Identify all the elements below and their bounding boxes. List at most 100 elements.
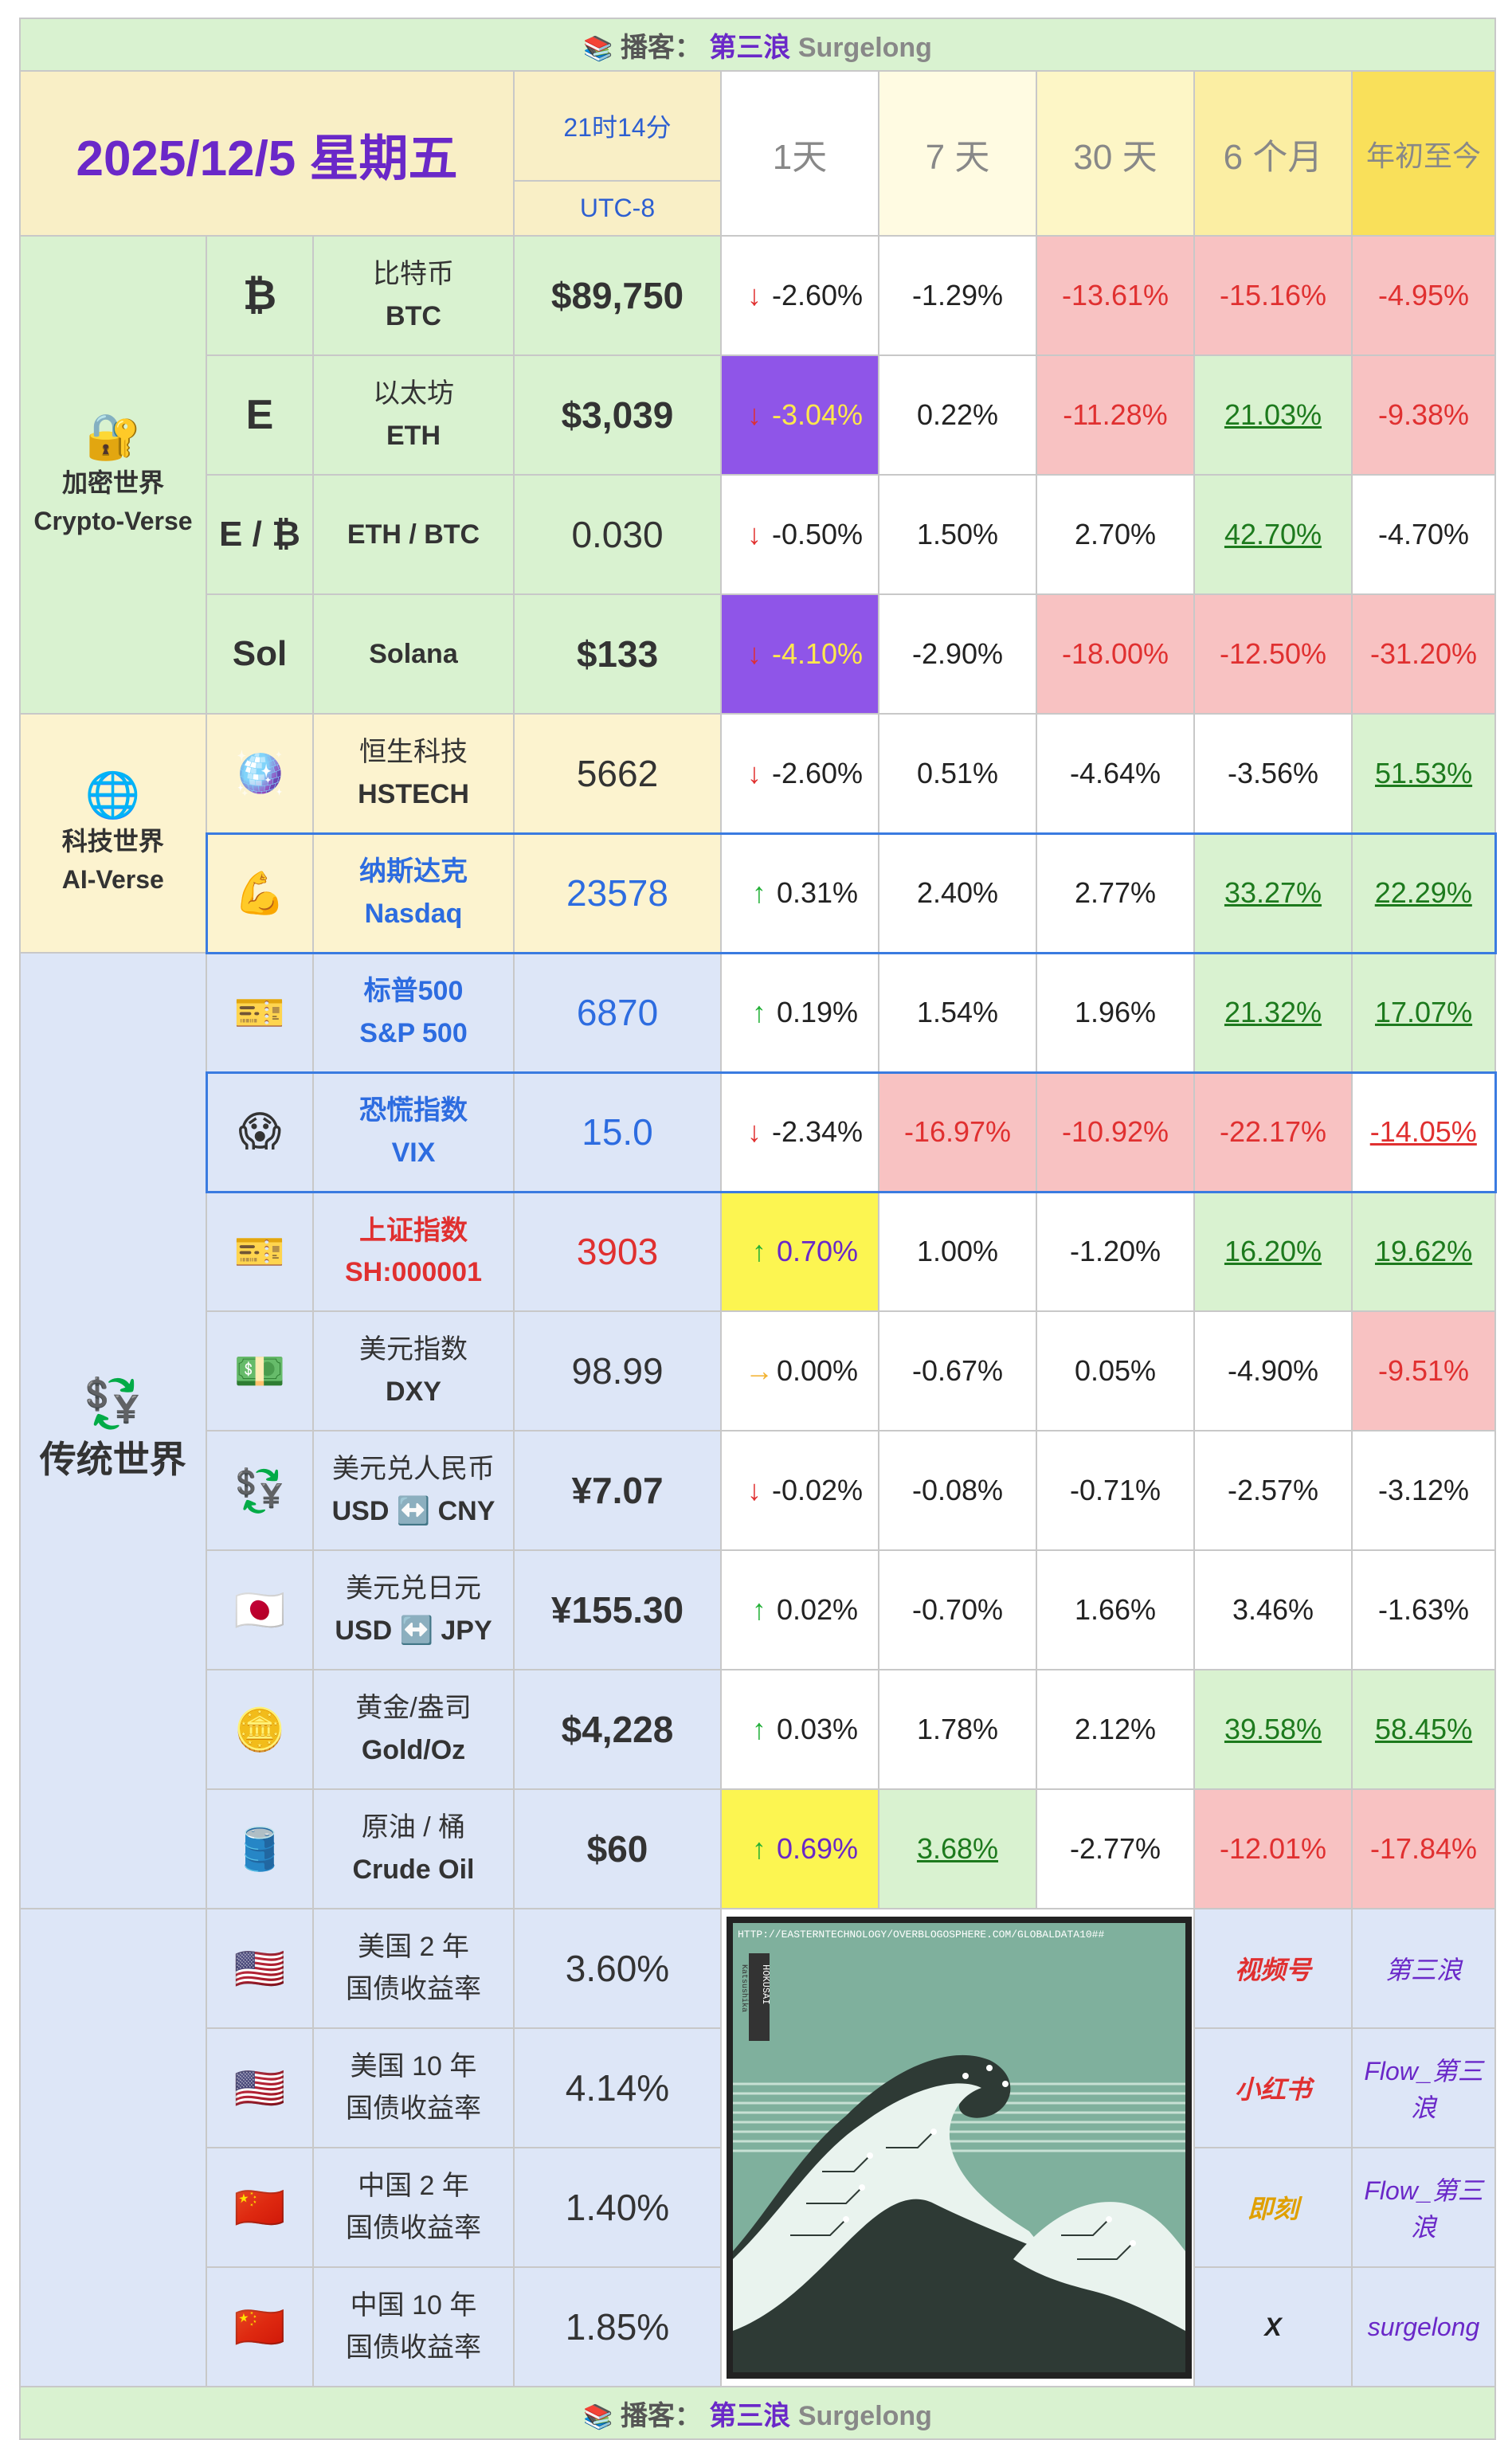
change-7d: 1.54%	[878, 952, 1037, 1073]
social-handle[interactable]: 第三浪	[1350, 1908, 1497, 2029]
row-dxy: 💵 美元指数 DXY 98.99 → 0.00% -0.67% 0.05% -4.9…	[20, 1310, 1497, 1431]
arrow-up-icon: ↑	[751, 1713, 766, 1745]
period-ytd: 年初至今	[1350, 70, 1497, 237]
asset-price: 23578	[513, 832, 722, 954]
image-stripes	[733, 2082, 1185, 2152]
change-30d: 2.77%	[1036, 832, 1195, 954]
bond-name: 美国 10 年国债收益率	[312, 2027, 515, 2148]
change-30d: -4.64%	[1036, 713, 1195, 834]
group-traditional: 💱 传统世界	[19, 952, 207, 1909]
arrow-down-icon: ↓	[746, 518, 762, 550]
change-7d: -16.97%	[878, 1071, 1037, 1193]
asset-price: 3903	[513, 1191, 722, 1312]
row-hstech: 🌐 科技世界 AI-Verse 🪩 恒生科技 HSTECH 5662 ↓ -2.60…	[19, 713, 1497, 954]
image-cartouche	[749, 1953, 770, 2041]
change-7d: 1.00%	[878, 1191, 1037, 1312]
change-7d: 1.78%	[878, 1669, 1037, 1790]
bond-name: 中国 10 年国债收益率	[312, 2266, 515, 2387]
social-handle[interactable]: Flow_第三浪	[1350, 2147, 1497, 2268]
flexed-biceps-icon: 💪	[205, 832, 314, 954]
asset-price: 6870	[513, 952, 722, 1073]
asset-price: ¥7.07	[513, 1430, 722, 1551]
arrow-up-icon: ↑	[751, 1832, 766, 1865]
header-row: 2025/12/5 星期五 21时14分 1天 7 天 30 天 6 个月 年初…	[19, 70, 1497, 237]
arrow-down-icon: ↓	[746, 398, 762, 431]
row-cn-10y: 🇨🇳 中国 10 年国债收益率 1.85% X surgelong	[20, 2266, 1497, 2387]
group-tech: 🌐 科技世界 AI-Verse	[19, 713, 207, 954]
change-6m: -22.17%	[1193, 1071, 1353, 1193]
change-ytd: -4.70%	[1350, 474, 1497, 595]
asset-price: 0.030	[513, 474, 722, 595]
asset-price: ¥155.30	[513, 1549, 722, 1670]
change-ytd: 51.53%	[1350, 713, 1497, 834]
group-traditional-continued	[19, 1909, 207, 2387]
group-crypto-latin: Crypto-Verse	[33, 506, 193, 535]
change-7d: -1.29%	[878, 235, 1037, 356]
great-wave-illustration: HTTP://EASTERNTECHNOLOGY/OVERBLOGOSPHERE…	[727, 1917, 1192, 2379]
change-7d: 1.50%	[878, 474, 1037, 595]
change-1d: ↑ 0.03%	[720, 1669, 879, 1790]
time-label: 21时14分	[513, 70, 722, 182]
change-6m: -15.16%	[1193, 235, 1353, 356]
books-icon: 📚	[583, 2403, 613, 2430]
us-flag-icon: 🇺🇸	[206, 1908, 314, 2029]
solana-icon: Sol	[206, 593, 314, 715]
asset-name: 比特币 BTC	[312, 235, 515, 356]
change-30d: -0.71%	[1036, 1430, 1195, 1551]
bond-name: 中国 2 年国债收益率	[312, 2147, 515, 2268]
great-wave-image: HTTP://EASTERNTECHNOLOGY/OVERBLOGOSPHERE…	[720, 1908, 1195, 2387]
currency-exchange-icon: 💱	[83, 1376, 143, 1430]
change-6m: -12.50%	[1193, 593, 1353, 715]
change-1d: ↑ 0.69%	[720, 1788, 879, 1909]
social-handle[interactable]: surgelong	[1350, 2266, 1497, 2387]
bitcoin-icon: ₿	[206, 235, 314, 356]
change-ytd: 22.29%	[1350, 832, 1497, 954]
ethereum-icon: Ε	[206, 354, 314, 476]
row-nasdaq: 💪 纳斯达克 Nasdaq 23578 ↑ 0.31% 2.40% 2.77% 33…	[20, 832, 1497, 954]
image-wave-light	[733, 2083, 1045, 2331]
japan-flag-icon: 🇯🇵	[206, 1549, 314, 1670]
asset-price: $133	[513, 593, 722, 715]
change-6m: 21.03%	[1193, 354, 1353, 476]
period-6m: 6 个月	[1193, 70, 1353, 237]
group-crypto-label: 加密世界	[61, 468, 164, 497]
change-1d: ↓ -3.04%	[720, 354, 879, 476]
group-traditional-label: 传统世界	[39, 1438, 186, 1480]
podcast-latin: Surgelong	[797, 2400, 932, 2431]
asset-price: $4,228	[513, 1669, 722, 1790]
change-ytd: 58.45%	[1350, 1669, 1497, 1790]
asset-name: 黄金/盎司 Gold/Oz	[312, 1669, 515, 1790]
change-6m: 16.20%	[1193, 1191, 1353, 1312]
asset-name: 恒生科技 HSTECH	[312, 713, 515, 834]
row-eth: Ε 以太坊 ETH $3,039 ↓ -3.04% 0.22% -11.28% 21…	[20, 354, 1497, 476]
change-30d: 2.70%	[1036, 474, 1195, 595]
lock-icon: 🔐	[85, 411, 141, 462]
asset-price: 5662	[513, 713, 722, 834]
arrow-down-icon: ↓	[746, 279, 762, 311]
asset-name: 标普500 S&P 500	[312, 952, 515, 1073]
change-ytd: 17.07%	[1350, 952, 1497, 1073]
change-30d: -13.61%	[1036, 235, 1195, 356]
change-6m: -3.56%	[1193, 713, 1353, 834]
podcast-latin: Surgelong	[797, 32, 932, 63]
asset-name: 上证指数 SH:000001	[312, 1191, 515, 1312]
change-1d: ↓ -2.34%	[720, 1071, 879, 1193]
change-7d: 0.51%	[878, 713, 1037, 834]
row-usd-cny: 💱 美元兑人民币 USD ↔️ CNY ¥7.07 ↓ -0.02% -0.08% …	[20, 1430, 1497, 1551]
asset-name: 原油 / 桶 Crude Oil	[312, 1788, 515, 1909]
market-table: 📚 播客： 第三浪 Surgelong 2025/12/5 星期五 21时14分…	[18, 18, 1497, 2440]
bond-name: 美国 2 年国债收益率	[312, 1908, 515, 2029]
change-ytd: -1.63%	[1350, 1549, 1497, 1670]
arrow-up-icon: ↑	[751, 1593, 766, 1626]
arrow-down-icon: ↓	[746, 1115, 762, 1148]
asset-name: Solana	[312, 593, 515, 715]
image-circuit-dots	[843, 2065, 1136, 2246]
bond-yield: 4.14%	[513, 2027, 722, 2148]
change-30d: 2.12%	[1036, 1669, 1195, 1790]
row-us-2y: 🇺🇸 美国 2 年国债收益率 3.60% HTTP://EASTERNTECHN…	[19, 1908, 1497, 2387]
row-crude-oil: 🛢️ 原油 / 桶 Crude Oil $60 ↑ 0.69% 3.68% -2.7…	[20, 1788, 1497, 1909]
row-btc: 🔐 加密世界 Crypto-Verse ₿ 比特币 BTC $89,750 ↓ -2…	[19, 235, 1497, 715]
asset-price: $89,750	[513, 235, 722, 356]
social-handle[interactable]: Flow_第三浪	[1350, 2027, 1497, 2148]
asset-price: $60	[513, 1788, 722, 1909]
